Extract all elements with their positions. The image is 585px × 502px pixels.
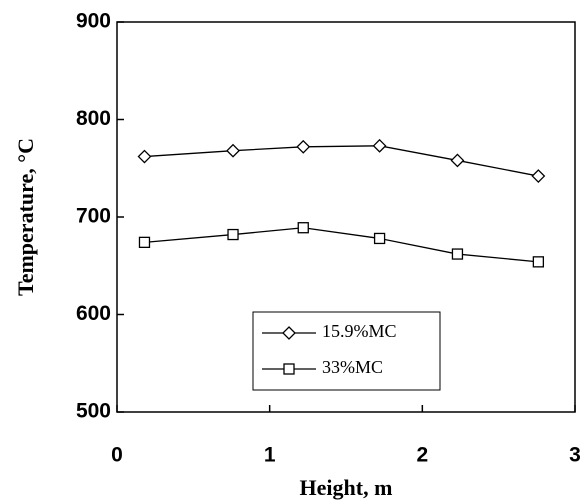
y-tick-label: 900 — [76, 10, 111, 33]
y-tick-label: 800 — [76, 107, 111, 130]
square-marker — [228, 230, 238, 240]
square-marker — [139, 237, 149, 247]
square-marker — [375, 233, 385, 243]
x-tick-label: 2 — [416, 444, 428, 467]
square-marker — [452, 249, 462, 259]
x-tick-label: 1 — [264, 444, 276, 467]
square-marker — [298, 223, 308, 233]
square-marker — [533, 257, 543, 267]
diamond-marker — [451, 154, 463, 166]
chart: Height, m Temperature, °C 0 1 2 3 500 600 700 8… — [0, 0, 585, 502]
diamond-marker — [138, 151, 150, 163]
diamond-marker — [374, 140, 386, 152]
x-axis-label: Height, m — [300, 475, 393, 500]
series-line — [144, 146, 538, 176]
diamond-marker — [227, 145, 239, 157]
diamond-marker — [297, 141, 309, 153]
y-tick-label: 600 — [76, 302, 111, 325]
series-line — [144, 228, 538, 262]
y-tick-label: 700 — [76, 205, 111, 228]
legend-label: 15.9%MC — [322, 321, 397, 341]
legend-label: 33%MC — [322, 357, 383, 377]
x-tick-label: 3 — [569, 444, 581, 467]
diamond-marker — [532, 170, 544, 182]
y-axis-label: Temperature, °C — [13, 138, 38, 296]
legend-marker — [284, 364, 294, 374]
y-tick-label: 500 — [76, 400, 111, 423]
x-tick-label: 0 — [111, 444, 123, 467]
